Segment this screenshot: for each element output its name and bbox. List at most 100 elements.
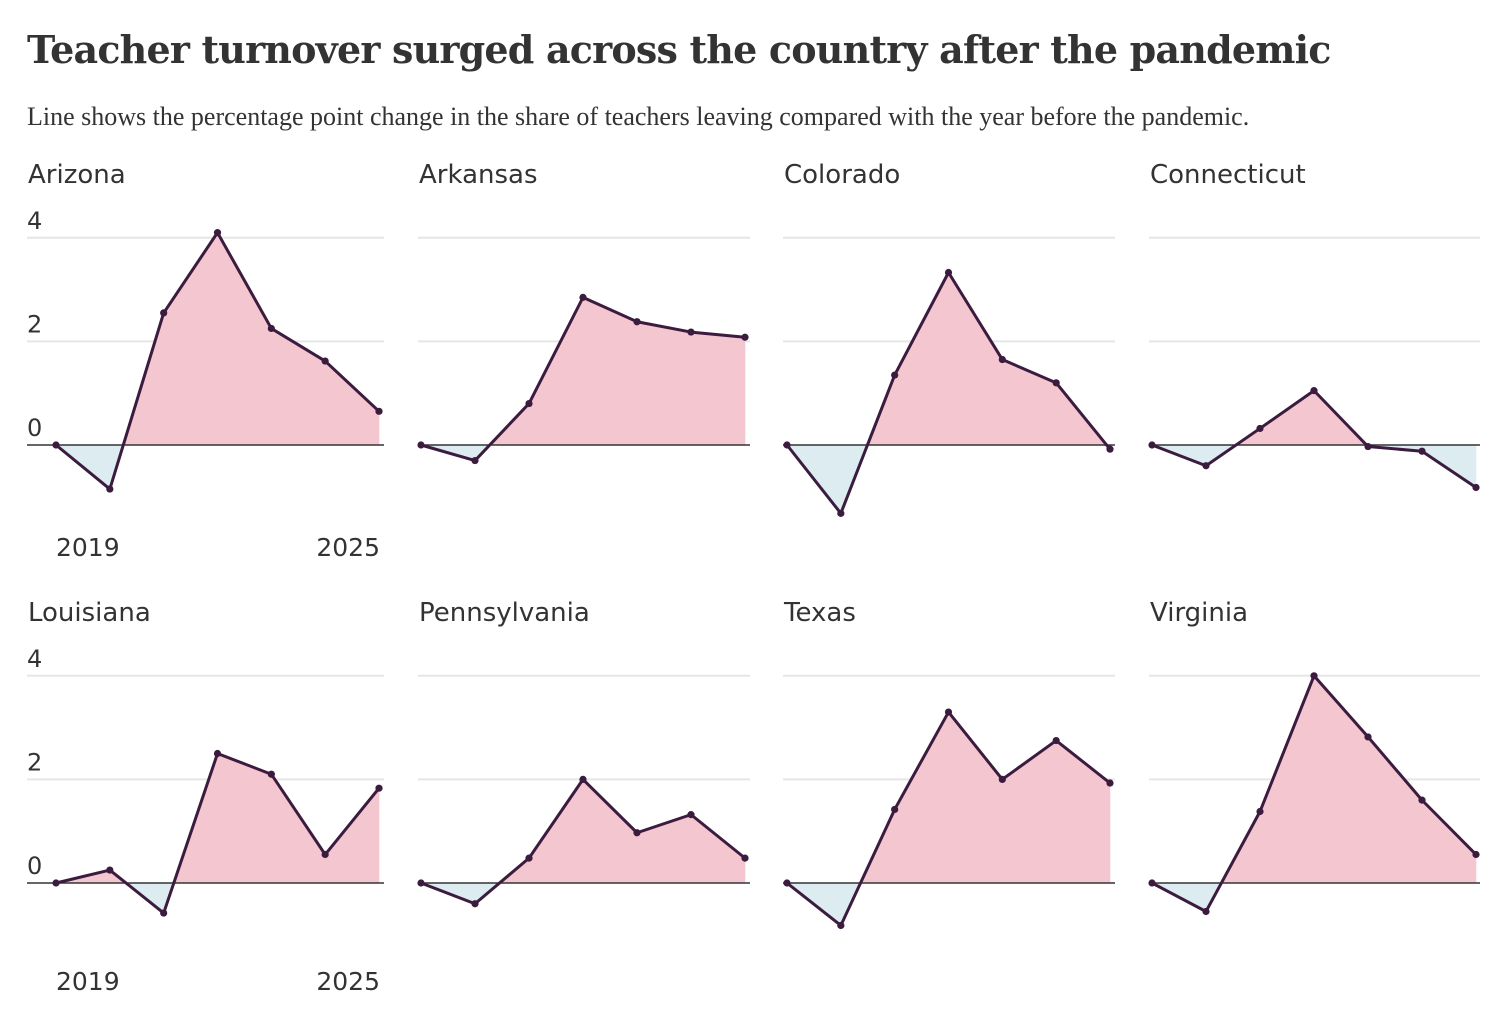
area-segment-pennsylvania: [690, 813, 746, 884]
data-point-louisiana-2020: [106, 866, 114, 874]
panel-pennsylvania: Pennsylvania: [417, 598, 750, 908]
data-point-arkansas-2023: [633, 318, 641, 326]
data-point-arizona-2025: [375, 407, 383, 415]
data-point-louisiana-2024: [321, 850, 329, 859]
data-point-virginia-2021: [1256, 807, 1264, 816]
data-point-pennsylvania-2024: [687, 811, 695, 819]
data-point-virginia-2025: [1472, 850, 1480, 859]
panel-virginia: Virginia: [1148, 598, 1480, 916]
data-point-colorado-2021: [891, 371, 899, 379]
x-tick-label-last-arizona: 2025: [316, 533, 380, 562]
data-point-texas-2023: [998, 775, 1006, 784]
panel-title-louisiana: Louisiana: [28, 598, 151, 628]
data-point-arizona-2024: [321, 357, 329, 365]
data-point-louisiana-2022: [213, 749, 222, 758]
data-point-pennsylvania-2020: [471, 900, 479, 908]
data-point-connecticut-2024: [1418, 447, 1426, 455]
chart-subtitle: Line shows the percentage point change i…: [27, 102, 1250, 131]
data-point-arkansas-2022: [579, 293, 587, 301]
data-point-arizona-2023: [267, 324, 275, 333]
y-tick-label-4-louisiana: 4: [27, 645, 42, 673]
area-segment-colorado: [948, 271, 1003, 446]
area-segment-arkansas: [690, 331, 746, 446]
data-point-connecticut-2022: [1310, 387, 1318, 395]
data-point-arkansas-2021: [525, 399, 533, 408]
area-segment-arizona: [217, 231, 272, 446]
data-point-texas-2019: [783, 879, 791, 887]
data-point-arkansas-2020: [471, 456, 479, 465]
chart-title: Teacher turnover surged across the count…: [27, 27, 1331, 72]
data-point-louisiana-2019: [52, 879, 60, 887]
data-point-virginia-2024: [1418, 796, 1426, 804]
data-point-colorado-2023: [998, 355, 1006, 364]
data-point-arizona-2020: [106, 485, 114, 493]
area-segment-virginia: [1367, 736, 1423, 884]
panel-title-connecticut: Connecticut: [1150, 160, 1306, 190]
x-tick-label-first-arizona: 2019: [56, 533, 120, 562]
x-tick-label-first-louisiana: 2019: [56, 967, 120, 996]
data-point-connecticut-2023: [1364, 442, 1372, 451]
data-point-arkansas-2025: [741, 333, 749, 341]
panel-connecticut: Connecticut: [1148, 160, 1480, 492]
panel-title-texas: Texas: [783, 598, 856, 628]
data-point-arizona-2019: [52, 441, 60, 449]
panel-title-arizona: Arizona: [28, 160, 126, 190]
y-tick-label-2-louisiana: 2: [27, 748, 42, 776]
data-point-virginia-2019: [1148, 879, 1156, 887]
panel-title-colorado: Colorado: [784, 160, 900, 190]
area-segment-arkansas: [636, 321, 692, 446]
data-point-colorado-2019: [783, 441, 791, 449]
data-point-louisiana-2025: [375, 784, 383, 792]
data-point-arizona-2021: [160, 309, 168, 317]
area-segment-louisiana: [271, 773, 326, 884]
data-point-pennsylvania-2023: [633, 829, 641, 837]
y-tick-label-0-louisiana: 0: [27, 852, 42, 880]
data-point-texas-2022: [944, 708, 953, 716]
panel-colorado: Colorado: [783, 160, 1115, 517]
area-segment-texas: [1002, 739, 1057, 884]
area-segment-texas: [948, 711, 1003, 884]
panel-arizona: Arizona 4 2 0 2019 2025: [27, 160, 384, 562]
data-point-texas-2021: [891, 805, 899, 814]
data-point-arkansas-2019: [417, 441, 425, 449]
data-point-pennsylvania-2022: [579, 775, 587, 784]
data-point-colorado-2025: [1106, 445, 1114, 453]
area-segment-virginia: [1421, 799, 1477, 884]
data-point-connecticut-2019: [1148, 441, 1156, 449]
data-point-connecticut-2021: [1256, 424, 1264, 433]
data-point-connecticut-2025: [1472, 483, 1480, 492]
data-point-arkansas-2024: [687, 328, 695, 336]
data-point-virginia-2020: [1202, 907, 1210, 916]
data-point-virginia-2023: [1364, 733, 1372, 741]
panel-title-virginia: Virginia: [1150, 598, 1248, 628]
area-segment-arizona: [163, 231, 218, 446]
area-segment-pennsylvania: [528, 778, 584, 884]
data-point-pennsylvania-2025: [741, 854, 749, 862]
area-segment-connecticut: [1259, 390, 1315, 446]
data-point-colorado-2022: [944, 268, 953, 277]
data-point-virginia-2022: [1310, 672, 1318, 680]
data-point-texas-2025: [1106, 779, 1114, 787]
data-point-texas-2024: [1052, 736, 1060, 745]
area-segment-pennsylvania: [582, 778, 638, 884]
y-tick-label-4-arizona: 4: [27, 207, 42, 235]
data-point-colorado-2020: [837, 509, 845, 517]
panel-arkansas: Arkansas: [417, 160, 750, 465]
data-point-colorado-2024: [1052, 379, 1060, 387]
data-point-arizona-2022: [213, 229, 222, 237]
area-segment-arkansas: [528, 297, 584, 446]
area-segment-louisiana: [324, 787, 380, 884]
data-point-texas-2020: [837, 921, 845, 930]
y-tick-label-0-arizona: 0: [27, 414, 42, 442]
area-segment-louisiana: [217, 753, 272, 884]
panel-texas: Texas: [783, 598, 1115, 930]
panel-louisiana: Louisiana 4 2 0 2019 2025: [27, 598, 384, 996]
panel-title-arkansas: Arkansas: [419, 160, 538, 190]
data-point-louisiana-2023: [267, 770, 275, 778]
y-tick-label-2-arizona: 2: [27, 310, 42, 338]
data-point-connecticut-2020: [1202, 462, 1210, 470]
panel-title-pennsylvania: Pennsylvania: [419, 598, 590, 628]
data-point-louisiana-2021: [160, 909, 168, 917]
data-point-pennsylvania-2021: [525, 854, 533, 862]
